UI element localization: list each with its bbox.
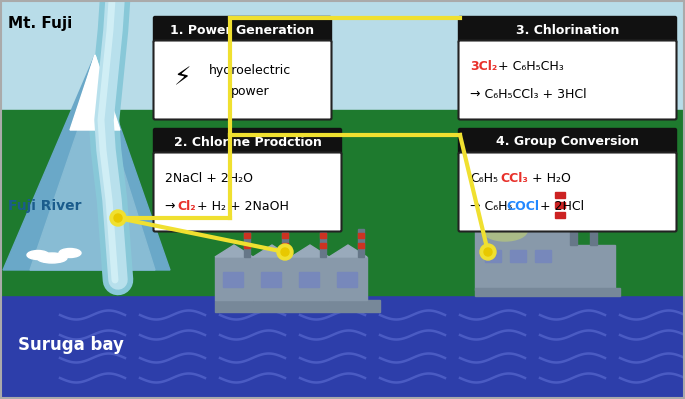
Text: + 2HCl: + 2HCl <box>536 200 584 213</box>
FancyBboxPatch shape <box>153 41 332 119</box>
Text: Suruga bay: Suruga bay <box>18 336 124 354</box>
FancyBboxPatch shape <box>153 128 342 156</box>
Circle shape <box>281 248 289 256</box>
Bar <box>244 233 250 238</box>
Bar <box>320 243 326 248</box>
Polygon shape <box>329 245 367 257</box>
FancyBboxPatch shape <box>153 152 342 231</box>
Bar <box>244 229 250 257</box>
Bar <box>320 233 326 238</box>
Bar <box>0 0 685 295</box>
Bar <box>244 243 250 248</box>
Text: hydroelectric: hydroelectric <box>209 64 291 77</box>
Bar <box>358 243 364 248</box>
Circle shape <box>484 248 492 256</box>
Bar <box>329 257 367 300</box>
Polygon shape <box>253 245 291 257</box>
Circle shape <box>114 214 122 222</box>
Polygon shape <box>291 245 329 257</box>
Text: Mt. Fuji: Mt. Fuji <box>8 16 72 31</box>
Circle shape <box>480 244 496 260</box>
Text: CCl₃: CCl₃ <box>500 172 528 186</box>
Circle shape <box>277 244 293 260</box>
FancyBboxPatch shape <box>458 128 677 156</box>
Bar <box>475 288 620 296</box>
Bar <box>555 190 565 230</box>
Bar <box>215 257 253 300</box>
Ellipse shape <box>37 253 67 263</box>
Text: 1. Power Generation: 1. Power Generation <box>171 24 314 36</box>
Bar <box>475 230 575 290</box>
Bar <box>485 250 501 262</box>
Bar <box>261 272 281 287</box>
Bar <box>358 229 364 257</box>
Polygon shape <box>215 245 253 257</box>
Bar <box>0 110 685 295</box>
Bar <box>282 233 288 238</box>
Text: → C₆H₅: → C₆H₅ <box>470 200 512 213</box>
Text: ⚡: ⚡ <box>174 66 192 90</box>
Text: 2. Chlorine Prodction: 2. Chlorine Prodction <box>173 136 321 148</box>
Text: power: power <box>231 85 269 98</box>
Ellipse shape <box>27 251 49 259</box>
Bar <box>510 250 526 262</box>
FancyBboxPatch shape <box>153 16 332 43</box>
Ellipse shape <box>482 219 527 241</box>
Text: →: → <box>165 200 179 213</box>
Bar <box>215 300 380 312</box>
Text: 4. Group Conversion: 4. Group Conversion <box>496 136 639 148</box>
Text: COCl: COCl <box>506 200 539 213</box>
Bar <box>555 192 565 198</box>
Bar <box>358 233 364 238</box>
Text: + H₂O: + H₂O <box>528 172 571 186</box>
Bar <box>223 272 243 287</box>
Text: 3. Chlorination: 3. Chlorination <box>516 24 619 36</box>
Text: 3Cl₂: 3Cl₂ <box>470 61 497 73</box>
Bar <box>282 229 288 257</box>
Polygon shape <box>3 55 170 270</box>
Circle shape <box>110 210 126 226</box>
Bar <box>291 257 329 300</box>
FancyBboxPatch shape <box>458 16 677 43</box>
Ellipse shape <box>59 249 81 257</box>
Bar <box>253 257 291 300</box>
FancyBboxPatch shape <box>458 41 677 119</box>
FancyBboxPatch shape <box>458 152 677 231</box>
Bar <box>555 212 565 218</box>
Bar <box>535 250 551 262</box>
Bar <box>555 202 565 208</box>
Polygon shape <box>70 55 120 130</box>
Text: C₆H₅: C₆H₅ <box>470 172 498 186</box>
Bar <box>590 225 597 245</box>
Text: → C₆H₅CCl₃ + 3HCl: → C₆H₅CCl₃ + 3HCl <box>470 87 586 101</box>
Bar <box>337 272 357 287</box>
Bar <box>0 295 685 399</box>
Polygon shape <box>78 55 112 110</box>
Bar <box>299 272 319 287</box>
Bar <box>282 243 288 248</box>
Text: Fuji River: Fuji River <box>8 199 82 213</box>
Polygon shape <box>30 80 155 270</box>
Text: + H₂ + 2NaOH: + H₂ + 2NaOH <box>193 200 289 213</box>
Text: Cl₂: Cl₂ <box>177 200 196 213</box>
Bar <box>570 210 577 245</box>
Bar <box>575 245 615 290</box>
Text: 2NaCl + 2H₂O: 2NaCl + 2H₂O <box>165 172 253 186</box>
Bar <box>320 229 326 257</box>
Text: + C₆H₅CH₃: + C₆H₅CH₃ <box>494 61 564 73</box>
